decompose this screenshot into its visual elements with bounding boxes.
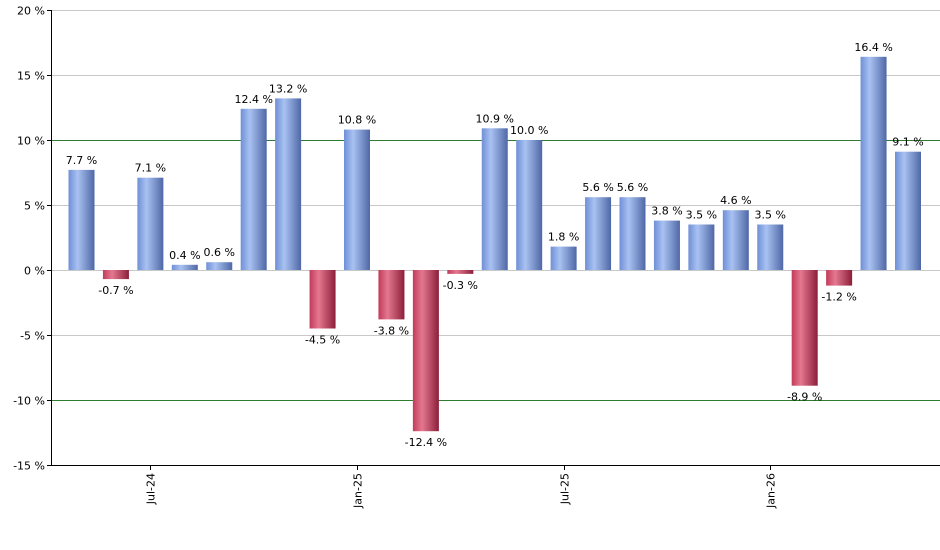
data-label: 3.8 % (651, 205, 682, 218)
bar (240, 108, 267, 270)
data-label: 16.4 % (854, 41, 892, 54)
bar (791, 270, 818, 386)
data-label: 5.6 % (582, 181, 613, 194)
bar (895, 151, 921, 270)
bar (516, 140, 543, 270)
y-tick-label: 0 % (24, 265, 45, 278)
data-label: 10.0 % (510, 124, 548, 137)
y-tick-label: -15 % (13, 460, 45, 473)
data-label: 9.1 % (892, 136, 923, 149)
data-label: -3.8 % (374, 324, 409, 337)
bar (860, 56, 887, 270)
bar (102, 270, 129, 280)
y-tick-label: 10 % (17, 135, 45, 148)
data-label: 12.4 % (234, 93, 272, 106)
bar (275, 98, 302, 271)
data-label: 3.5 % (686, 209, 717, 222)
bar (757, 224, 784, 270)
bar (171, 264, 198, 270)
data-label: 10.8 % (338, 114, 376, 127)
bar (412, 270, 439, 432)
x-tick-label: Jan-25 (352, 473, 365, 509)
data-label: 4.6 % (720, 194, 751, 207)
data-label: -1.2 % (821, 291, 856, 304)
bar (309, 270, 336, 329)
bar (206, 262, 233, 270)
data-labels: 7.7 % -0.7 % 7.1 % 0.4 % 0.6 % 12.4 %13.2 % -4… (66, 41, 924, 449)
bar (378, 270, 405, 320)
data-label: 1.8 % (548, 231, 579, 244)
y-tick-label: 15 % (17, 70, 45, 83)
bar (137, 177, 164, 270)
bar (550, 246, 577, 270)
y-tick-label: -10 % (13, 395, 45, 408)
y-tick-label: 20 % (17, 5, 45, 18)
bar (447, 270, 474, 274)
bar (344, 129, 370, 270)
bar (585, 197, 612, 270)
x-tick-label: Jan-26 (765, 473, 778, 509)
data-label: 0.6 % (204, 246, 235, 259)
x-tick-label: Jul-24 (145, 473, 158, 505)
data-label: 0.4 % (169, 249, 200, 262)
data-label: -0.7 % (98, 284, 133, 297)
bar (722, 210, 749, 270)
axes: 20 % 15 % 10 % 5 % 0 % -5 % -10 % -15 % Jul-24 Ja… (13, 5, 940, 509)
data-label: -8.9 % (787, 391, 822, 404)
y-tick-label: 5 % (24, 200, 45, 213)
data-label: 3.5 % (755, 209, 786, 222)
data-label: -12.4 % (405, 436, 447, 449)
data-label: 7.1 % (135, 162, 166, 175)
data-label: -0.3 % (443, 279, 478, 292)
bar (826, 270, 853, 286)
x-tick-label: Jul-25 (559, 473, 572, 505)
bar (481, 128, 508, 270)
y-tick-label: -5 % (20, 330, 45, 343)
bars (68, 56, 921, 432)
bar (653, 220, 680, 270)
data-label: 13.2 % (269, 82, 307, 95)
data-label: 5.6 % (617, 181, 648, 194)
bar (68, 169, 95, 270)
bar (688, 224, 715, 270)
data-label: 10.9 % (476, 112, 514, 125)
data-label: 7.7 % (66, 154, 97, 167)
bar (619, 197, 646, 270)
data-label: -4.5 % (305, 334, 340, 347)
